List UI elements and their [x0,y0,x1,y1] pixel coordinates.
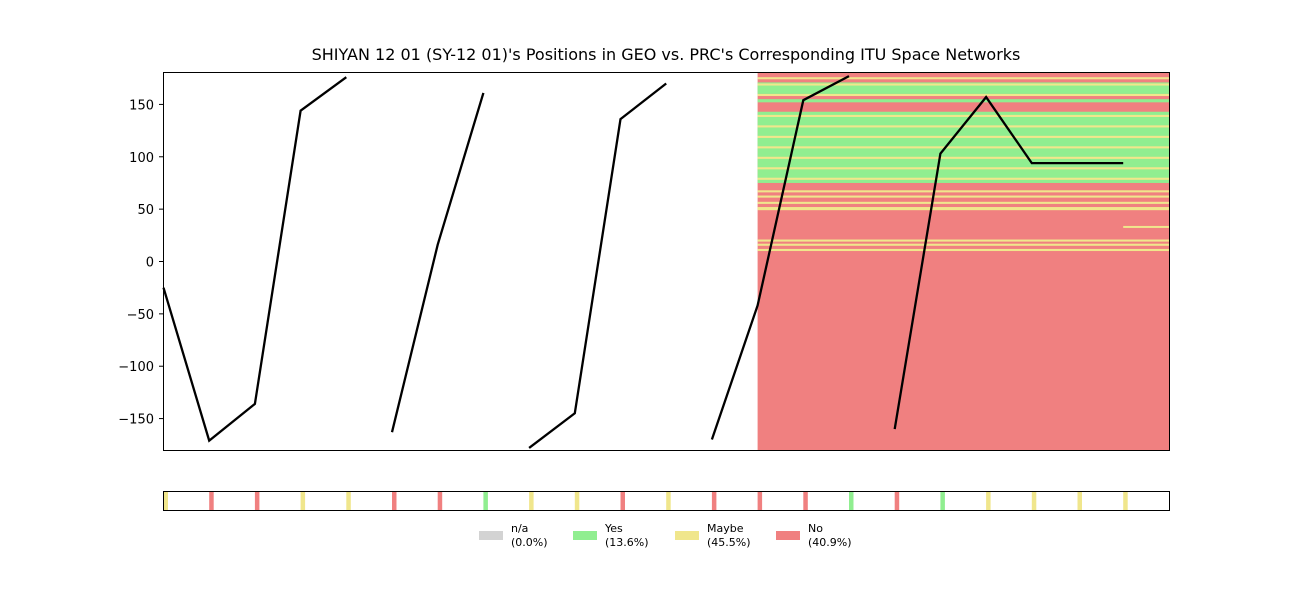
status-band-maybe [757,243,1169,246]
status-strip-mark-maybe [1031,491,1037,511]
status-band-maybe [757,190,1169,193]
status-band-maybe [757,195,1169,198]
y-tick-label: −100 [118,360,154,375]
status-band-maybe [757,207,1169,211]
status-band-maybe [757,177,1169,180]
status-strip-mark-no [437,491,443,511]
status-band-maybe [757,156,1169,159]
position-line-series [162,75,1124,449]
status-band-maybe-partial [1123,225,1169,228]
status-strip [163,491,1128,511]
status-band-yes [757,99,1169,103]
status-band-maybe [757,201,1169,204]
legend-swatch-yes [573,531,597,540]
position-line-segment-4 [710,75,850,440]
status-strip-mark-no [757,491,763,511]
status-band-yes [757,82,1169,94]
status-strip-mark-no [620,491,625,511]
status-strip-mark-maybe [300,491,306,511]
status-strip-mark-yes [849,491,854,511]
status-strip-frame [163,491,1170,511]
legend-label: No [808,522,823,535]
status-strip-mark-no [894,491,900,511]
status-strip-mark-maybe [1077,491,1082,511]
position-line-segment-2 [390,92,485,433]
status-strip-mark-maybe [529,491,534,511]
status-strip-mark-no [209,491,214,511]
status-strip-mark-no [711,491,717,511]
status-band-maybe [757,77,1169,80]
legend-label: Yes [604,522,623,535]
legend-item-maybe: Maybe(45.5%) [675,522,751,549]
status-band-maybe [757,167,1169,170]
status-strip-mark-maybe [574,491,580,511]
main-plot-frame [163,72,1170,451]
status-band-maybe [757,114,1169,117]
status-band-maybe [757,146,1169,149]
legend-percent: (13.6%) [605,536,649,549]
y-tick-label: 150 [129,98,154,113]
status-strip-mark-yes [483,491,488,511]
status-band-maybe [757,93,1169,97]
status-strip-mark-no [254,491,260,511]
chart-title: SHIYAN 12 01 (SY-12 01)'s Positions in G… [312,45,1021,64]
status-band-maybe [757,239,1169,242]
y-tick-label: 50 [137,203,154,218]
legend: n/a(0.0%) Yes(13.6%) Maybe(45.5%) No(40.9%) [479,522,852,549]
legend-percent: (40.9%) [808,536,852,549]
legend-percent: (0.0%) [511,536,548,549]
status-strip-mark-maybe [163,491,168,511]
status-band-maybe [757,135,1169,138]
status-strip-mark-maybe [1123,491,1128,511]
y-tick-label: 100 [129,151,154,166]
legend-label: Maybe [707,522,744,535]
y-tick-label: −150 [118,413,154,428]
status-strip-mark-yes [940,491,945,511]
position-line-segment-3 [528,82,667,449]
status-strip-mark-maybe [346,491,351,511]
legend-swatch-na [479,531,503,540]
status-band-maybe [757,248,1169,252]
position-line-segment-1 [162,76,347,443]
status-strip-mark-maybe [986,491,991,511]
status-band-maybe [757,83,1169,86]
legend-label: n/a [511,522,528,535]
y-tick-label: 0 [146,256,154,271]
legend-swatch-no [776,531,800,540]
legend-swatch-maybe [675,531,699,540]
position-line-segment-5 [893,95,1124,430]
y-axis-ticks: 150 100 50 0 −50 −100 −150 [118,98,164,428]
legend-item-no: No(40.9%) [776,522,852,549]
legend-item-yes: Yes(13.6%) [573,522,649,549]
status-band-yes [757,140,1169,143]
itu-status-background [757,73,1169,450]
legend-percent: (45.5%) [707,536,751,549]
y-tick-label: −50 [127,308,154,323]
status-strip-mark-no [803,491,808,511]
status-strip-mark-no [392,491,397,511]
legend-item-na: n/a(0.0%) [479,522,548,549]
status-strip-mark-maybe [666,491,671,511]
